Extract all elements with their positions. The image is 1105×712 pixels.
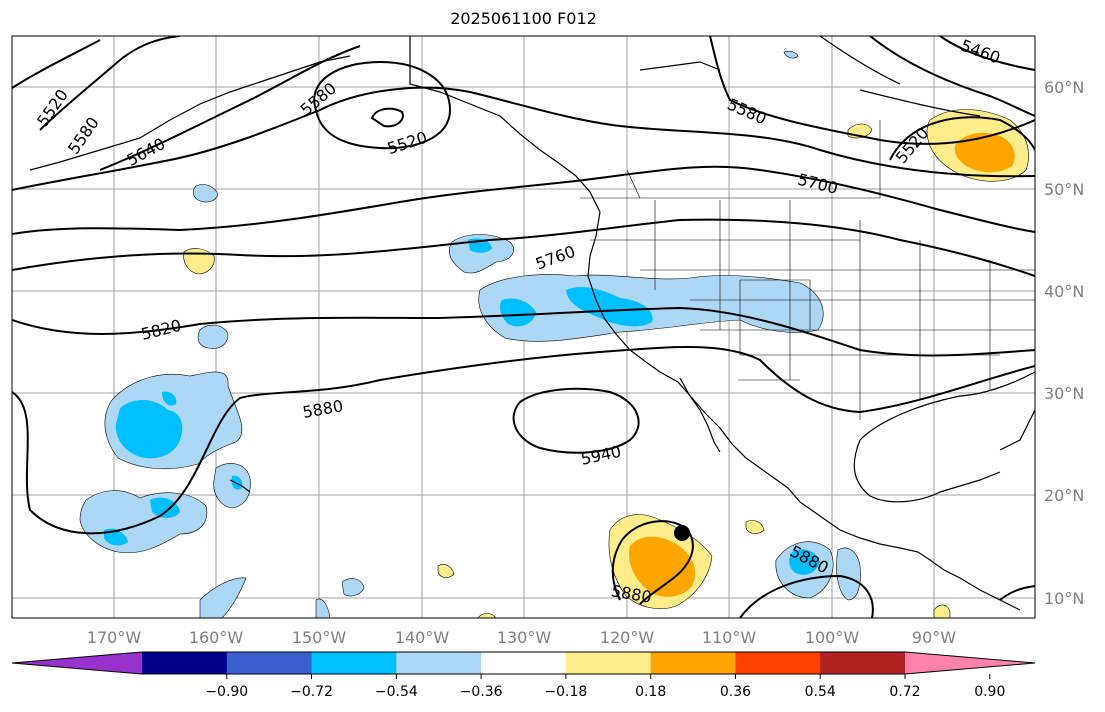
longitude-label: 140°W xyxy=(395,628,450,647)
colorbar-segment xyxy=(820,652,906,674)
colorbar-segment xyxy=(735,652,821,674)
latitude-label: 40°N xyxy=(1044,282,1084,301)
state-boundaries xyxy=(580,120,1035,420)
longitude-label: 120°W xyxy=(600,628,655,647)
colorbar-extend-low xyxy=(12,652,142,674)
colorbar-tick-label: 0.54 xyxy=(805,684,836,700)
colorbar-tick-label: 0.36 xyxy=(720,684,751,700)
colorbar-tick-label: −0.90 xyxy=(205,684,248,700)
colorbar-segment xyxy=(565,652,652,674)
colorbar-tick-label: −0.18 xyxy=(544,684,587,700)
map-title: 2025061100 F012 xyxy=(450,9,597,28)
colorbar-segment xyxy=(311,652,397,674)
latitude-label: 20°N xyxy=(1044,486,1084,505)
colorbar-tick-label: 0.90 xyxy=(974,684,1005,700)
colorbar-segment xyxy=(396,652,482,674)
latitude-label: 60°N xyxy=(1044,78,1084,97)
colorbar-tick-label: −0.54 xyxy=(375,684,418,700)
colorbar-segment xyxy=(650,652,736,674)
colorbar-segment xyxy=(142,652,228,674)
longitude-label: 130°W xyxy=(497,628,552,647)
storm-center-marker xyxy=(674,525,690,541)
colorbar-segment xyxy=(226,652,313,674)
colorbar-tick-label: −0.36 xyxy=(460,684,503,700)
negative-anomaly-strong xyxy=(104,238,820,575)
longitude-label: 170°W xyxy=(87,628,142,647)
longitude-axis: 170°W 160°W 150°W 140°W 130°W 120°W 110°… xyxy=(87,628,956,647)
colorbar-tick-label: 0.18 xyxy=(635,684,666,700)
longitude-label: 150°W xyxy=(292,628,347,647)
colorbar-tick-label: −0.72 xyxy=(290,684,333,700)
longitude-label: 100°W xyxy=(805,628,860,647)
colorbar-extend-high xyxy=(905,652,1035,674)
latitude-label: 30°N xyxy=(1044,384,1084,403)
positive-anomaly-strong xyxy=(629,132,1015,597)
latitude-label: 50°N xyxy=(1044,180,1084,199)
map-frame xyxy=(11,35,1036,619)
colorbar: −0.90 −0.72 −0.54 −0.36 −0.18 0.18 0.36 0.54 0.7… xyxy=(11,651,1036,700)
latitude-axis: 60°N 50°N 40°N 30°N 20°N 10°N xyxy=(1044,78,1084,608)
height-contours xyxy=(12,36,1035,618)
longitude-label: 90°W xyxy=(912,628,956,647)
longitude-label: 110°W xyxy=(702,628,757,647)
colorbar-tick-label: 0.72 xyxy=(889,684,920,700)
latitude-label: 10°N xyxy=(1044,589,1084,608)
coastlines xyxy=(29,36,1035,611)
longitude-label: 160°W xyxy=(189,628,244,647)
colorbar-segment xyxy=(481,652,567,674)
colorbar-outline xyxy=(11,651,1036,675)
